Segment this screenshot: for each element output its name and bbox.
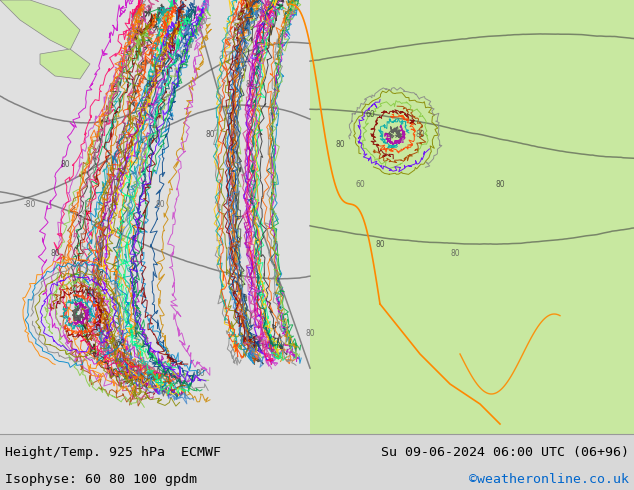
- Text: Height/Temp. 925 hPa  ECMWF: Height/Temp. 925 hPa ECMWF: [5, 446, 221, 459]
- Polygon shape: [40, 49, 90, 79]
- Text: 80: 80: [415, 129, 425, 139]
- Text: 80: 80: [50, 249, 60, 259]
- Text: 80: 80: [155, 199, 165, 209]
- Text: 80: 80: [205, 129, 215, 139]
- Text: 80: 80: [305, 329, 315, 339]
- Text: 60: 60: [115, 340, 125, 348]
- Text: 80: 80: [145, 79, 155, 89]
- Bar: [310, 0, 634, 434]
- Text: ©weatheronline.co.uk: ©weatheronline.co.uk: [469, 472, 629, 486]
- Text: Su 09-06-2024 06:00 UTC (06+96): Su 09-06-2024 06:00 UTC (06+96): [381, 446, 629, 459]
- Text: 80: 80: [245, 79, 255, 89]
- Text: 80: 80: [450, 249, 460, 259]
- Text: 80: 80: [335, 140, 345, 148]
- Text: 80: 80: [195, 369, 205, 378]
- Text: 60: 60: [355, 179, 365, 189]
- Text: 80: 80: [85, 290, 95, 298]
- Text: 80: 80: [495, 179, 505, 189]
- Text: -80: -80: [24, 199, 36, 209]
- Text: 60: 60: [365, 109, 375, 119]
- Text: 80: 80: [60, 160, 70, 169]
- Text: 80: 80: [375, 240, 385, 248]
- Polygon shape: [0, 0, 80, 50]
- Text: Isophyse: 60 80 100 gpdm: Isophyse: 60 80 100 gpdm: [5, 472, 197, 486]
